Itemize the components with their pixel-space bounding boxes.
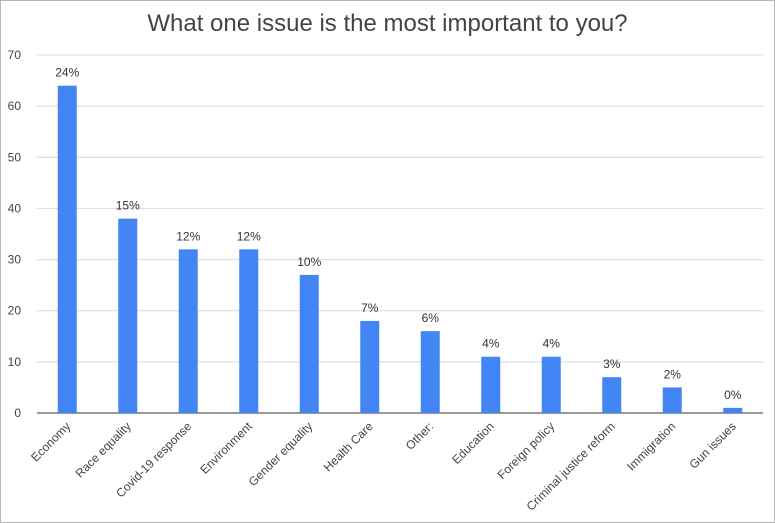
bar	[178, 249, 198, 413]
bar	[723, 407, 743, 413]
bar	[118, 218, 138, 413]
bar	[602, 377, 622, 413]
category-label: Other:	[403, 419, 436, 452]
y-tick-label: 70	[8, 48, 22, 62]
data-label: 10%	[297, 255, 321, 269]
category-label: Immigration	[624, 419, 678, 473]
y-tick-label: 0	[14, 406, 21, 420]
bar	[57, 85, 77, 413]
category-label: Health Care	[321, 419, 376, 474]
data-label: 24%	[55, 66, 79, 80]
data-label: 6%	[422, 311, 440, 325]
y-tick-label: 20	[8, 304, 22, 318]
data-label: 4%	[482, 337, 500, 351]
y-tick-label: 30	[8, 253, 22, 267]
bars	[57, 85, 743, 413]
bar	[239, 249, 259, 413]
data-label: 2%	[664, 367, 682, 381]
bar	[541, 356, 561, 413]
category-label: Gender equality	[246, 419, 316, 489]
y-tick-label: 40	[8, 201, 22, 215]
category-label: Education	[449, 419, 497, 467]
chart-title: What one issue is the most important to …	[147, 10, 628, 37]
y-axis-ticks: 0 10 20 30 40 50 60 70	[8, 48, 22, 420]
bar	[662, 387, 682, 413]
category-label: Race equality	[73, 419, 134, 480]
data-label: 12%	[176, 229, 200, 243]
y-tick-label: 10	[8, 355, 22, 369]
bar	[481, 356, 501, 413]
y-tick-label: 50	[8, 150, 22, 164]
bar	[360, 320, 380, 413]
category-label: Environment	[197, 419, 255, 477]
data-label: 15%	[116, 199, 140, 213]
data-label: 3%	[603, 357, 621, 371]
data-label: 0%	[724, 388, 742, 402]
category-label: Gun issues	[687, 419, 739, 471]
category-label: Economy	[28, 419, 73, 464]
data-label: 12%	[237, 229, 261, 243]
category-label: Foreign policy	[495, 419, 558, 482]
gridlines	[37, 54, 763, 414]
data-labels: 24% 15% 12% 12% 10% 7% 6% 4% 4% 3% 2% 0%	[55, 66, 742, 402]
data-label: 7%	[361, 301, 379, 315]
data-label: 4%	[543, 337, 561, 351]
y-tick-label: 60	[8, 99, 22, 113]
bar	[299, 274, 319, 413]
bar	[420, 331, 440, 413]
